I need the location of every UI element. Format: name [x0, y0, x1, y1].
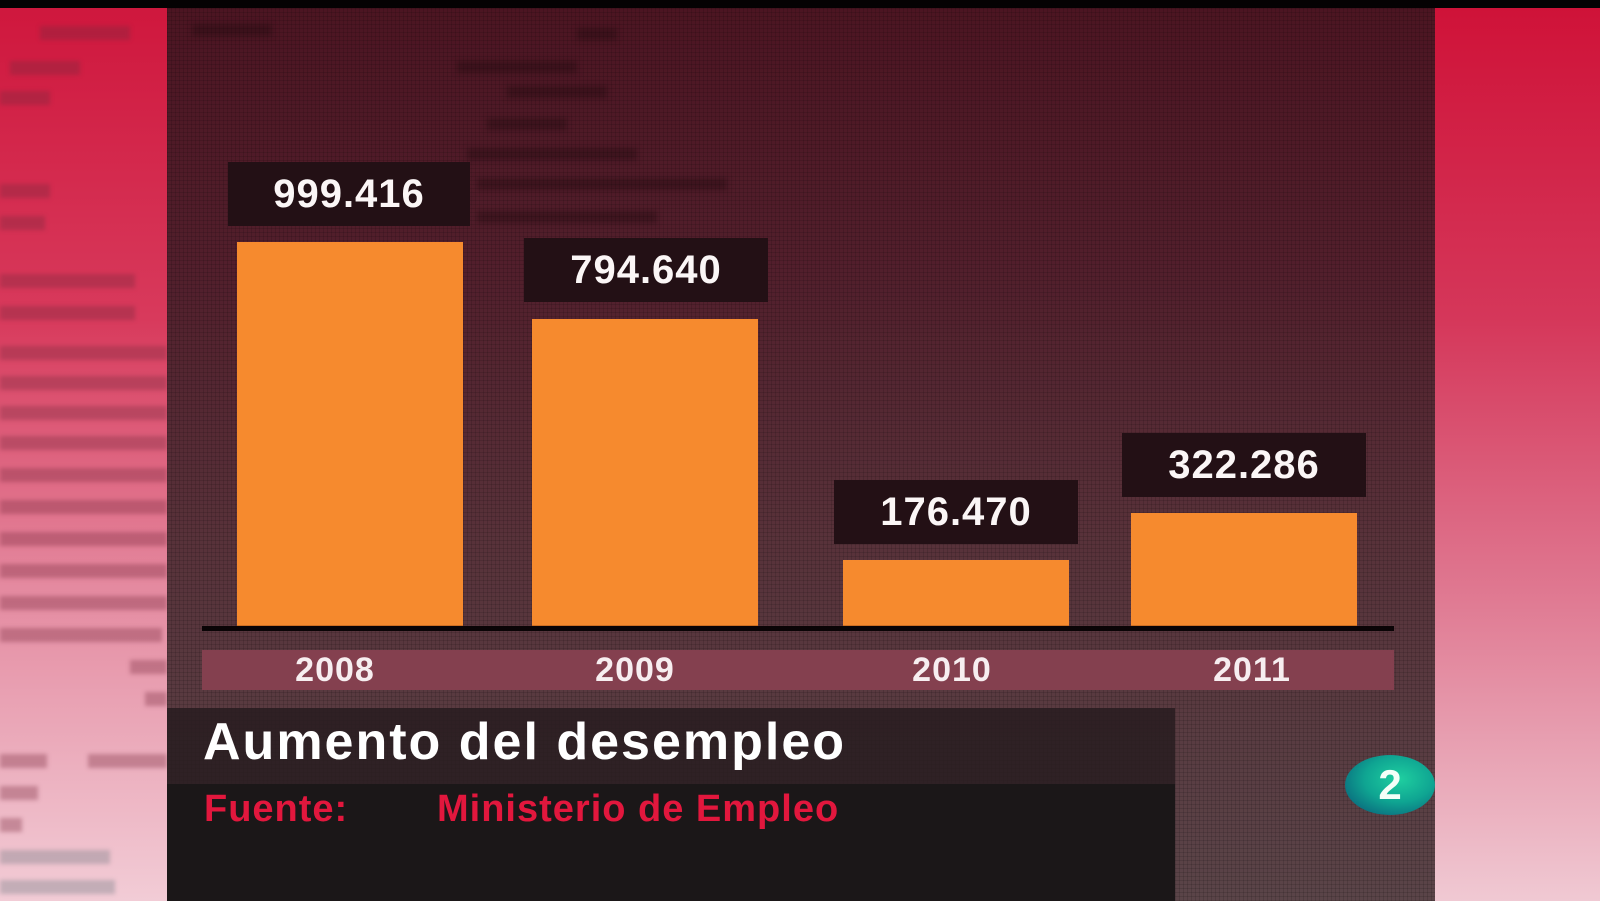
- blurred-text: [0, 184, 50, 198]
- right-side-panel: [1435, 6, 1600, 901]
- x-tick-2011: 2011: [1213, 651, 1291, 689]
- blurred-text: [88, 754, 167, 768]
- value-label-2009: 794.640: [524, 238, 768, 302]
- ghost-text: [487, 118, 567, 130]
- x-tick-2010: 2010: [912, 651, 992, 689]
- ghost-text: [477, 211, 657, 223]
- blurred-text: [0, 406, 167, 420]
- blurred-text: [0, 628, 162, 642]
- source-label: Fuente:: [204, 788, 349, 830]
- ghost-text: [467, 148, 637, 160]
- ghost-text: [192, 24, 272, 36]
- blurred-text: [0, 880, 115, 894]
- blurred-text: [0, 850, 110, 864]
- bar-2009: [532, 319, 758, 628]
- blurred-text: [0, 376, 167, 390]
- bar-2008: [237, 242, 463, 628]
- blurred-text: [0, 436, 167, 450]
- value-label-2008: 999.416: [228, 162, 470, 226]
- blurred-text: [130, 660, 167, 674]
- ghost-text: [457, 61, 577, 73]
- blurred-text: [0, 596, 167, 610]
- bar-2011: [1131, 513, 1357, 628]
- blurred-text: [0, 532, 167, 546]
- caption-title-band: [167, 708, 1175, 784]
- blurred-text: [0, 468, 167, 482]
- left-side-panel: [0, 6, 167, 901]
- ghost-text: [507, 86, 607, 98]
- blurred-text: [0, 274, 135, 288]
- channel-2-logo-icon: 2: [1345, 755, 1435, 815]
- value-label-2011: 322.286: [1122, 433, 1366, 497]
- source-value: Ministerio de Empleo: [437, 788, 840, 830]
- x-axis-band: [202, 650, 1394, 690]
- blurred-text: [0, 91, 50, 105]
- x-tick-2009: 2009: [595, 651, 675, 689]
- blurred-text: [0, 306, 135, 320]
- channel-logo-text: 2: [1378, 761, 1402, 808]
- blurred-text: [0, 786, 38, 800]
- ghost-text: [577, 28, 617, 40]
- caption-source-band: [167, 784, 1175, 901]
- bar-2010: [843, 560, 1069, 628]
- blurred-text: [40, 26, 130, 40]
- blurred-text: [0, 564, 167, 578]
- x-axis-line: [202, 626, 1394, 631]
- blurred-text: [10, 61, 80, 75]
- ghost-text: [477, 178, 727, 190]
- chart-title: Aumento del desempleo: [203, 713, 846, 771]
- blurred-text: [145, 692, 167, 706]
- blurred-text: [0, 818, 22, 832]
- x-tick-2008: 2008: [295, 651, 375, 689]
- top-border: [0, 0, 1600, 8]
- value-label-2010: 176.470: [834, 480, 1078, 544]
- blurred-text: [0, 754, 47, 768]
- blurred-text: [0, 500, 167, 514]
- blurred-text: [0, 346, 167, 360]
- blurred-text: [0, 216, 45, 230]
